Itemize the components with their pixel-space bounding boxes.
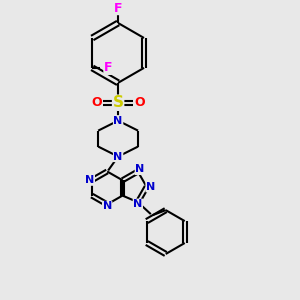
Text: N: N [133, 199, 142, 209]
Text: S: S [112, 95, 124, 110]
Text: N: N [85, 175, 94, 185]
Text: O: O [91, 96, 101, 109]
Text: N: N [135, 164, 145, 175]
Text: N: N [113, 116, 123, 126]
Text: N: N [103, 201, 112, 211]
Text: F: F [104, 61, 112, 74]
Text: O: O [135, 96, 145, 109]
Text: N: N [146, 182, 155, 192]
Text: F: F [114, 2, 122, 15]
Text: N: N [113, 152, 123, 161]
